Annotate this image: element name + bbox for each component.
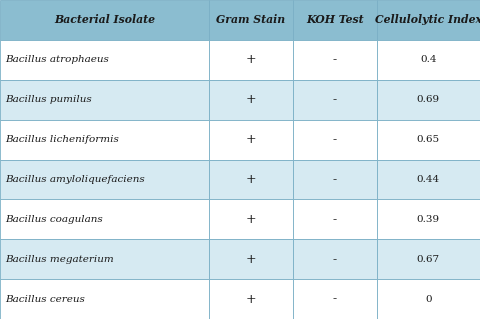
Bar xyxy=(377,120,480,160)
Text: +: + xyxy=(245,213,256,226)
Bar xyxy=(293,40,377,80)
Text: -: - xyxy=(333,293,337,306)
Text: Bacillus licheniformis: Bacillus licheniformis xyxy=(5,135,119,144)
Bar xyxy=(293,239,377,279)
Text: Gram Stain: Gram Stain xyxy=(216,14,286,26)
Text: 0.69: 0.69 xyxy=(417,95,440,104)
Bar xyxy=(209,279,293,319)
Bar xyxy=(0,239,209,279)
Bar xyxy=(0,120,209,160)
Text: KOH Test: KOH Test xyxy=(306,14,364,26)
Bar xyxy=(0,279,209,319)
Text: -: - xyxy=(333,173,337,186)
Bar xyxy=(377,40,480,80)
Text: Bacillus pumilus: Bacillus pumilus xyxy=(5,95,92,104)
Text: Bacterial Isolate: Bacterial Isolate xyxy=(54,14,155,26)
Text: +: + xyxy=(245,53,256,66)
Bar xyxy=(0,40,209,80)
Text: Bacillus atrophaeus: Bacillus atrophaeus xyxy=(5,55,108,64)
Text: +: + xyxy=(245,173,256,186)
Text: 0: 0 xyxy=(425,294,432,304)
Bar xyxy=(0,80,209,120)
Bar xyxy=(209,80,293,120)
Bar xyxy=(209,40,293,80)
Bar xyxy=(209,0,293,40)
Bar xyxy=(293,160,377,199)
Text: -: - xyxy=(333,53,337,66)
Bar xyxy=(293,120,377,160)
Text: +: + xyxy=(245,293,256,306)
Bar xyxy=(377,239,480,279)
Bar xyxy=(209,160,293,199)
Bar xyxy=(377,279,480,319)
Bar xyxy=(209,199,293,239)
Text: Cellulolytic Index: Cellulolytic Index xyxy=(375,14,480,26)
Bar xyxy=(0,0,209,40)
Text: +: + xyxy=(245,133,256,146)
Text: 0.65: 0.65 xyxy=(417,135,440,144)
Text: -: - xyxy=(333,133,337,146)
Text: Bacillus cereus: Bacillus cereus xyxy=(5,294,84,304)
Text: Bacillus amyloliquefaciens: Bacillus amyloliquefaciens xyxy=(5,175,144,184)
Bar xyxy=(377,199,480,239)
Bar xyxy=(377,80,480,120)
Text: +: + xyxy=(245,93,256,106)
Text: -: - xyxy=(333,213,337,226)
Text: 0.67: 0.67 xyxy=(417,255,440,264)
Bar xyxy=(293,279,377,319)
Bar xyxy=(377,0,480,40)
Text: Bacillus coagulans: Bacillus coagulans xyxy=(5,215,103,224)
Bar xyxy=(293,0,377,40)
Text: +: + xyxy=(245,253,256,266)
Bar xyxy=(293,80,377,120)
Text: Bacillus megaterium: Bacillus megaterium xyxy=(5,255,114,264)
Bar xyxy=(209,120,293,160)
Text: 0.39: 0.39 xyxy=(417,215,440,224)
Text: -: - xyxy=(333,93,337,106)
Bar xyxy=(0,199,209,239)
Bar xyxy=(209,239,293,279)
Bar xyxy=(0,160,209,199)
Text: -: - xyxy=(333,253,337,266)
Text: 0.4: 0.4 xyxy=(420,55,437,64)
Bar xyxy=(293,199,377,239)
Bar xyxy=(377,160,480,199)
Text: 0.44: 0.44 xyxy=(417,175,440,184)
